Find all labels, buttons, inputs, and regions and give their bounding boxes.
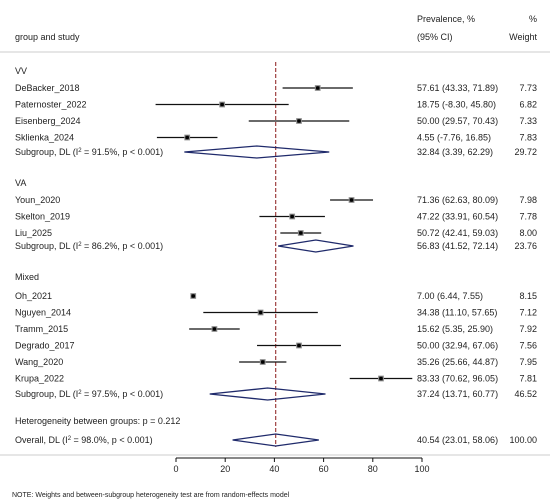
study-krupa-2022-ci-text: 83.33 (70.62, 96.05)	[417, 374, 498, 384]
study-paternoster-2022-ci-text: 18.75 (-8.30, 45.80)	[417, 100, 496, 110]
study-youn-2020-weight: 7.98	[519, 195, 537, 205]
subgroup-mixed-label: Subgroup, DL (I2 = 97.5%, p < 0.001)	[15, 389, 163, 399]
study-nguyen-2014-ci-text: 34.38 (11.10, 57.65)	[417, 308, 497, 318]
overall-weight: 100.00	[509, 435, 537, 445]
x-tick-label-60: 60	[319, 464, 329, 474]
study-wang-2020-weight: 7.95	[519, 357, 537, 367]
study-sklienka-2024-label: Sklienka_2024	[15, 133, 74, 143]
study-skelton-2019-weight: 7.78	[519, 212, 537, 222]
header-percent: %	[529, 14, 537, 24]
heterogeneity-text: Heterogeneity between groups: p = 0.212	[15, 416, 180, 426]
study-degrado-2017-weight: 7.56	[519, 341, 537, 351]
study-skelton-2019-ci-text: 47.22 (33.91, 60.54)	[417, 212, 498, 222]
group-mixed-title: Mixed	[15, 272, 39, 282]
x-tick-label-100: 100	[414, 464, 429, 474]
group-vv-title: VV	[15, 66, 27, 76]
subgroup-va-weight: 23.76	[514, 241, 537, 251]
study-eisenberg-2024-label: Eisenberg_2024	[15, 116, 81, 126]
study-eisenberg-2024-ci-text: 50.00 (29.57, 70.43)	[417, 116, 498, 126]
study-liu-2025-weight: 8.00	[519, 228, 537, 238]
subgroup-mixed-ci-text: 37.24 (13.71, 60.77)	[417, 389, 498, 399]
subgroup-mixed-weight: 46.52	[514, 389, 537, 399]
header-ci: (95% CI)	[417, 32, 453, 42]
x-tick-label-80: 80	[368, 464, 378, 474]
study-eisenberg-2024-point	[297, 119, 301, 123]
overall-ci-text: 40.54 (23.01, 58.06)	[417, 435, 498, 445]
study-youn-2020-label: Youn_2020	[15, 195, 60, 205]
study-krupa-2022-point	[379, 376, 383, 381]
study-wang-2020-point	[260, 360, 265, 364]
study-nguyen-2014-point	[258, 310, 263, 315]
study-debacker-2018-weight: 7.73	[519, 83, 537, 93]
study-eisenberg-2024-weight: 7.33	[519, 116, 537, 126]
subgroup-vv-ci-text: 32.84 (3.39, 62.29)	[417, 147, 493, 157]
study-oh-2021-label: Oh_2021	[15, 291, 52, 301]
study-debacker-2018-point	[315, 86, 320, 90]
x-tick-label-40: 40	[269, 464, 279, 474]
x-axis: 0 20 40 60 80 100	[0, 454, 550, 474]
study-krupa-2022-weight: 7.81	[519, 374, 537, 384]
x-tick-label-20: 20	[220, 464, 230, 474]
study-sklienka-2024-point	[185, 135, 189, 140]
subgroup-vv-weight: 29.72	[514, 147, 537, 157]
study-krupa-2022-label: Krupa_2022	[15, 374, 64, 384]
study-paternoster-2022-point	[220, 102, 224, 107]
study-tramm-2015-label: Tramm_2015	[15, 324, 68, 334]
study-youn-2020-ci-text: 71.36 (62.63, 80.09)	[417, 195, 498, 205]
study-tramm-2015-weight: 7.92	[519, 324, 537, 334]
study-degrado-2017-point	[297, 343, 301, 348]
study-wang-2020-label: Wang_2020	[15, 357, 63, 367]
study-oh-2021-weight: 8.15	[519, 291, 537, 301]
subgroup-va-diamond	[278, 239, 354, 253]
x-tick-label-0: 0	[173, 464, 178, 474]
header-weight: Weight	[509, 32, 537, 42]
study-sklienka-2024-weight: 7.83	[519, 133, 537, 143]
subgroup-vv-label: Subgroup, DL (I2 = 91.5%, p < 0.001)	[15, 147, 163, 157]
study-oh-2021-ci-text: 7.00 (6.44, 7.55)	[417, 291, 483, 301]
study-degrado-2017-label: Degrado_2017	[15, 341, 75, 351]
study-sklienka-2024-ci-text: 4.55 (-7.76, 16.85)	[417, 133, 491, 143]
study-tramm-2015-point	[212, 327, 217, 331]
footnote: NOTE: Weights and between-subgroup heter…	[12, 492, 290, 499]
study-youn-2020-point	[349, 198, 354, 202]
header-group-study: group and study	[15, 32, 80, 42]
study-liu-2025-point	[298, 231, 303, 235]
study-nguyen-2014-label: Nguyen_2014	[15, 308, 71, 318]
study-oh-2021-point	[191, 294, 196, 298]
study-skelton-2019-point	[290, 214, 294, 219]
subgroup-vv-diamond	[184, 145, 330, 159]
overall-label: Overall, DL (I2 = 98.0%, p < 0.001)	[15, 435, 153, 445]
study-debacker-2018-ci-text: 57.61 (43.33, 71.89)	[417, 83, 498, 93]
study-tramm-2015-ci-text: 15.62 (5.35, 25.90)	[417, 324, 493, 334]
subgroup-va-label: Subgroup, DL (I2 = 86.2%, p < 0.001)	[15, 241, 163, 251]
study-liu-2025-ci-text: 50.72 (42.41, 59.03)	[417, 228, 498, 238]
study-paternoster-2022-label: Paternoster_2022	[15, 100, 87, 110]
forest-rows: VV DeBacker_2018 57.61 (43.33, 71.89) 7.73 P…	[15, 62, 537, 447]
study-liu-2025-label: Liu_2025	[15, 228, 52, 238]
header-prevalence: Prevalence, %	[417, 14, 475, 24]
study-nguyen-2014-weight: 7.12	[519, 308, 537, 318]
group-va-title: VA	[15, 178, 26, 188]
study-debacker-2018-label: DeBacker_2018	[15, 83, 80, 93]
study-paternoster-2022-weight: 6.82	[519, 100, 537, 110]
study-degrado-2017-ci-text: 50.00 (32.94, 67.06)	[417, 341, 498, 351]
study-skelton-2019-label: Skelton_2019	[15, 212, 70, 222]
subgroup-va-ci-text: 56.83 (41.52, 72.14)	[417, 241, 498, 251]
study-wang-2020-ci-text: 35.26 (25.66, 44.87)	[417, 357, 498, 367]
subgroup-mixed-diamond	[209, 387, 326, 401]
overall-diamond	[232, 433, 319, 447]
